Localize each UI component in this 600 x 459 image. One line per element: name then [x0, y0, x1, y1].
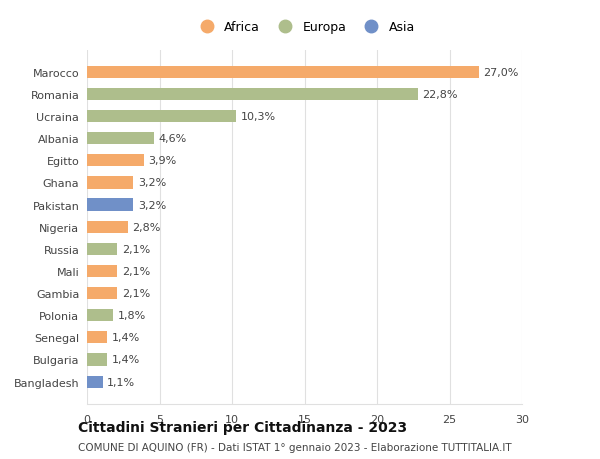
Text: 2,1%: 2,1%	[122, 288, 150, 298]
Text: COMUNE DI AQUINO (FR) - Dati ISTAT 1° gennaio 2023 - Elaborazione TUTTITALIA.IT: COMUNE DI AQUINO (FR) - Dati ISTAT 1° ge…	[78, 442, 512, 452]
Text: 27,0%: 27,0%	[483, 67, 518, 78]
Text: 4,6%: 4,6%	[158, 134, 187, 144]
Text: 1,4%: 1,4%	[112, 355, 140, 365]
Text: 1,4%: 1,4%	[112, 333, 140, 342]
Text: 2,1%: 2,1%	[122, 244, 150, 254]
Bar	[87, 89, 418, 101]
Bar	[87, 353, 107, 366]
Text: 22,8%: 22,8%	[422, 90, 457, 100]
Text: 1,8%: 1,8%	[118, 311, 146, 320]
Bar	[87, 265, 118, 277]
Text: 3,9%: 3,9%	[148, 156, 176, 166]
Text: 2,8%: 2,8%	[132, 222, 160, 232]
Text: 10,3%: 10,3%	[241, 112, 276, 122]
Text: 3,2%: 3,2%	[138, 200, 166, 210]
Bar	[87, 287, 118, 300]
Text: 2,1%: 2,1%	[122, 266, 150, 276]
Text: 3,2%: 3,2%	[138, 178, 166, 188]
Bar	[87, 221, 128, 233]
Bar	[87, 111, 236, 123]
Bar	[87, 67, 479, 78]
Bar	[87, 155, 143, 167]
Bar	[87, 133, 154, 145]
Bar	[87, 376, 103, 388]
Text: Cittadini Stranieri per Cittadinanza - 2023: Cittadini Stranieri per Cittadinanza - 2…	[78, 420, 407, 434]
Bar	[87, 199, 133, 211]
Text: 1,1%: 1,1%	[107, 377, 136, 387]
Bar	[87, 309, 113, 322]
Legend: Africa, Europa, Asia: Africa, Europa, Asia	[194, 22, 415, 34]
Bar	[87, 331, 107, 344]
Bar	[87, 177, 133, 189]
Bar	[87, 243, 118, 255]
